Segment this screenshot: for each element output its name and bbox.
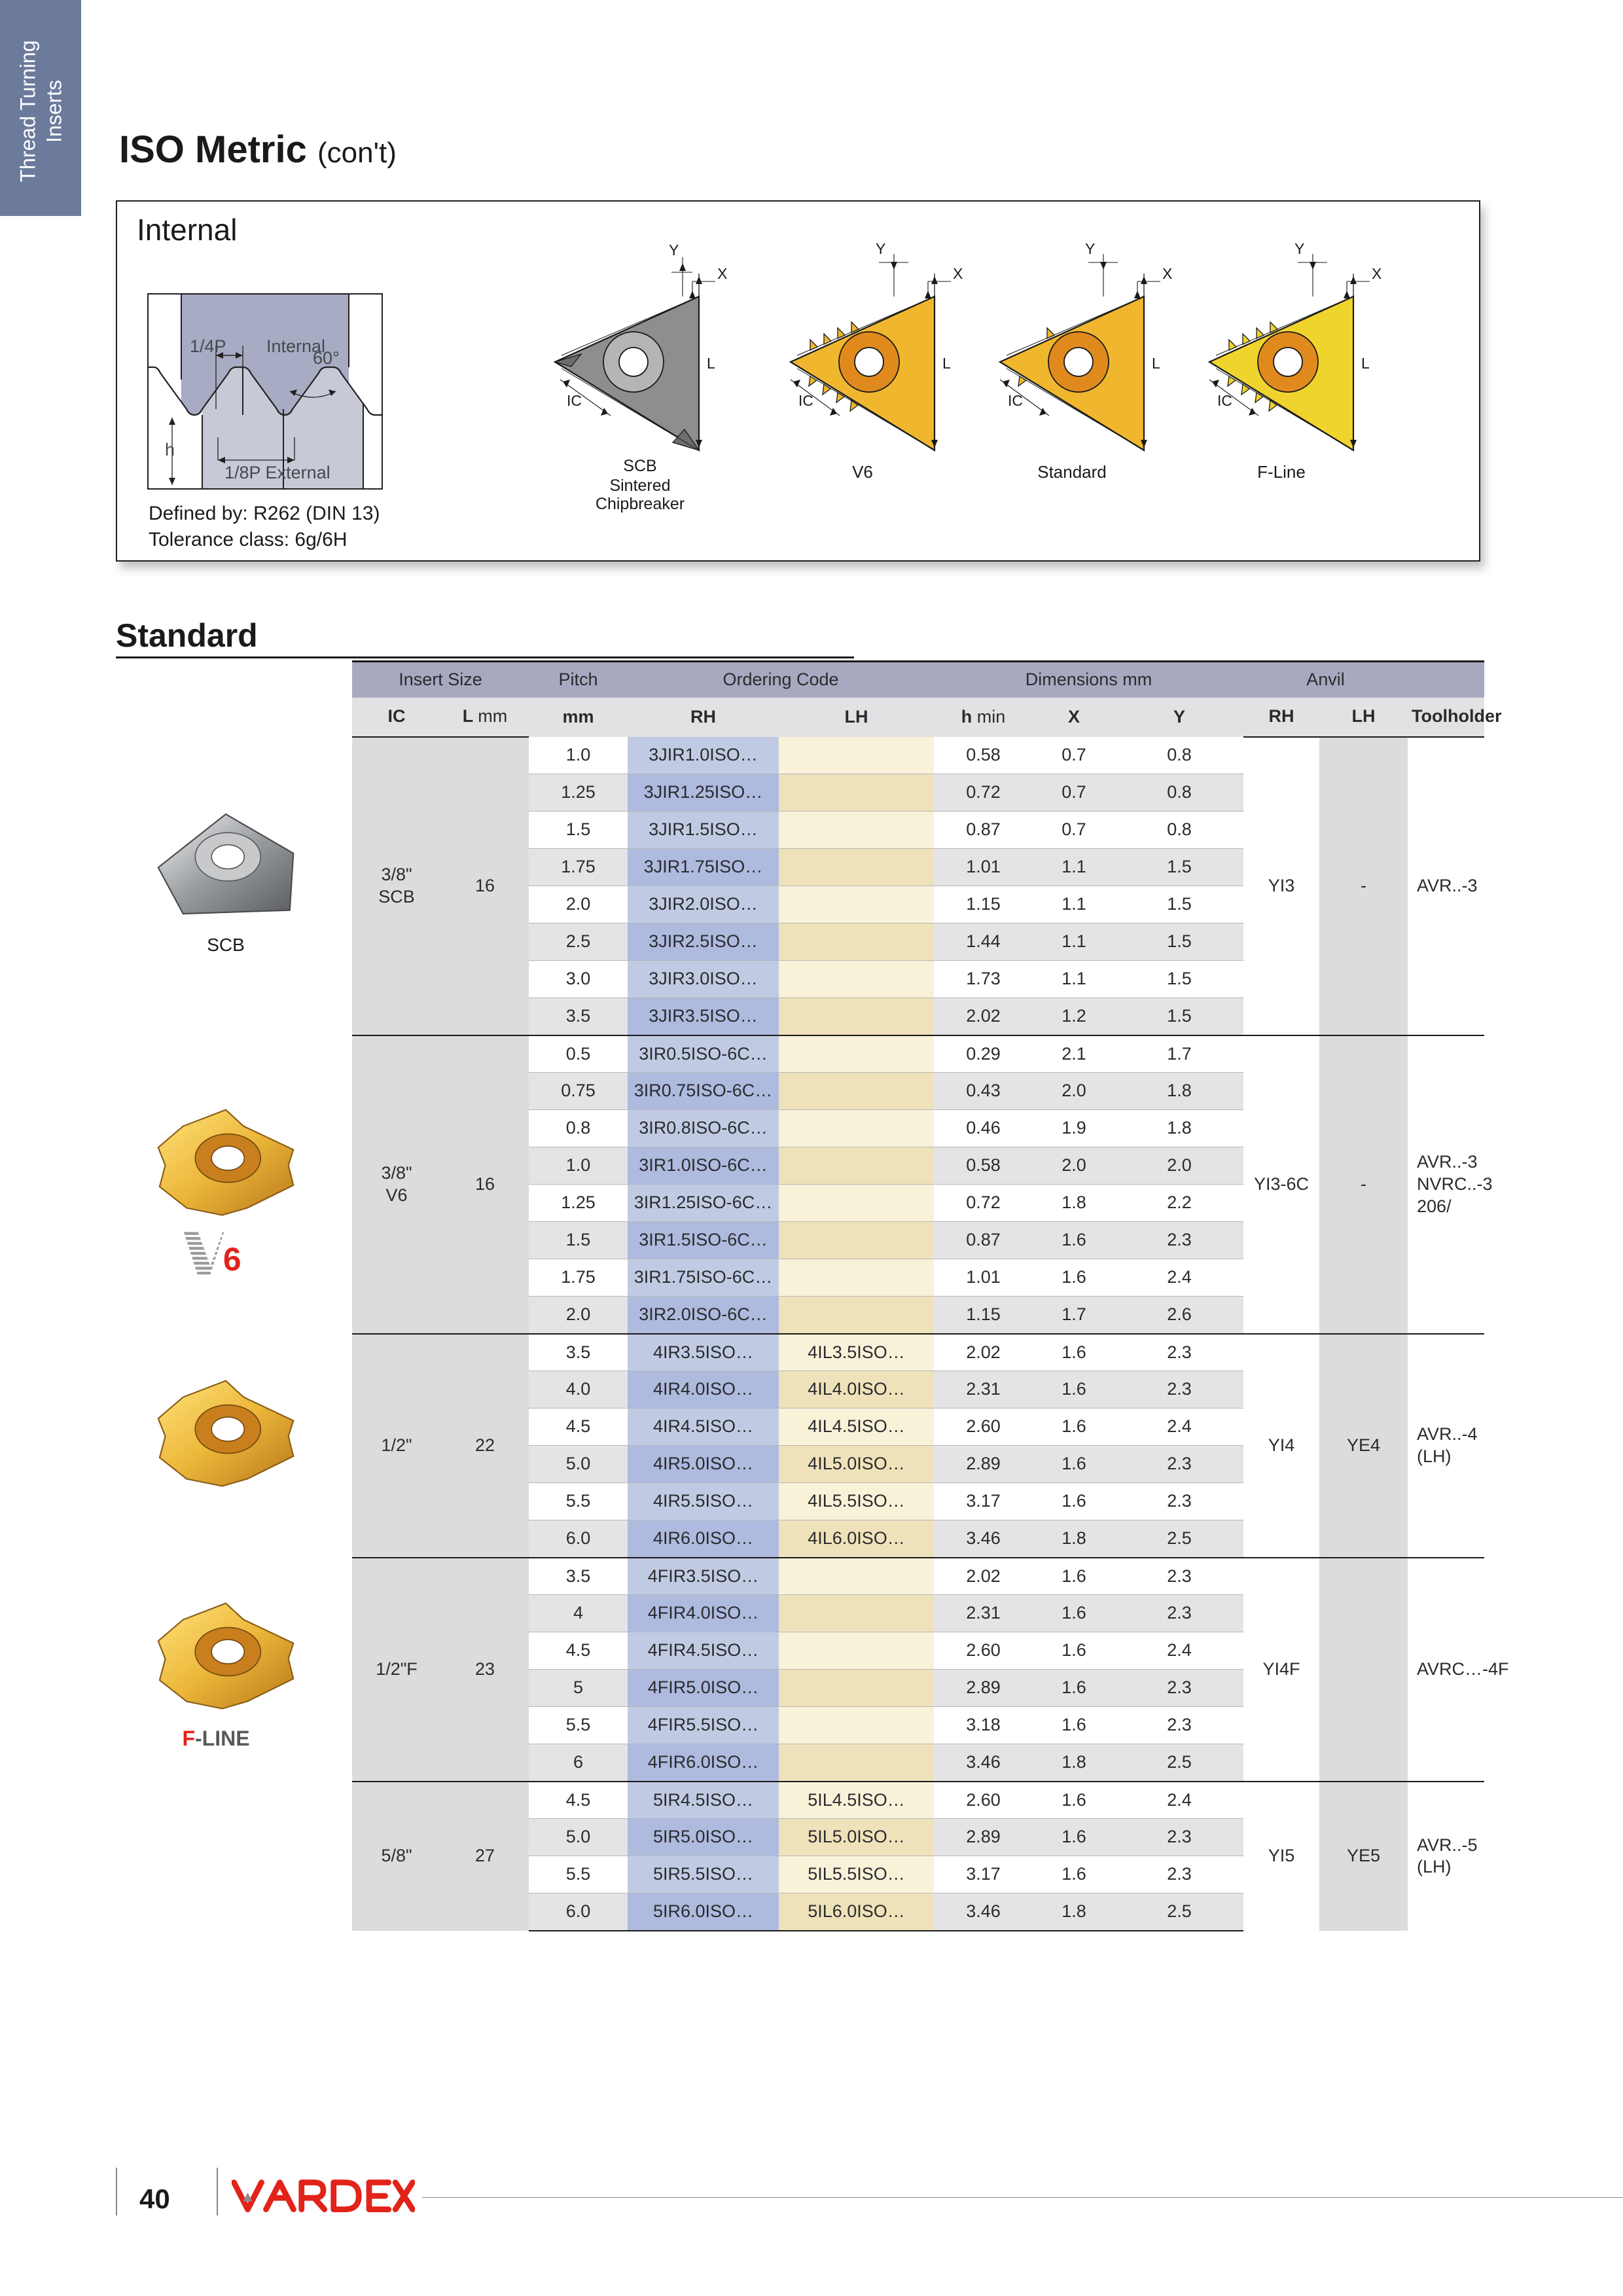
svg-text:Y: Y (876, 240, 885, 257)
svg-text:1/4P: 1/4P (190, 336, 226, 356)
svg-text:IC: IC (798, 392, 813, 409)
svg-text:Standard: Standard (1037, 462, 1107, 482)
svg-text:V6: V6 (852, 462, 873, 482)
svg-text:IC: IC (1008, 392, 1023, 409)
svg-text:SCB: SCB (623, 457, 656, 475)
svg-text:X: X (1372, 265, 1382, 282)
svg-text:Y: Y (1085, 240, 1095, 257)
svg-text:L: L (942, 355, 951, 372)
svg-text:Sintered: Sintered (609, 476, 670, 495)
svg-text:L: L (707, 355, 715, 372)
svg-text:X: X (717, 265, 727, 282)
svg-text:Y: Y (1294, 240, 1304, 257)
svg-text:L: L (1361, 355, 1370, 372)
svg-text:L: L (1152, 355, 1160, 372)
svg-text:X: X (953, 265, 963, 282)
svg-text:X: X (1162, 265, 1172, 282)
svg-text:6: 6 (223, 1241, 241, 1278)
svg-text:IC: IC (1217, 392, 1232, 409)
svg-text:Y: Y (669, 242, 679, 259)
svg-text:F-Line: F-Line (1257, 462, 1306, 482)
svg-text:1/8P External: 1/8P External (224, 463, 330, 482)
svg-text:h: h (165, 440, 175, 459)
svg-text:IC: IC (567, 392, 582, 409)
svg-text:Chipbreaker: Chipbreaker (596, 495, 685, 513)
svg-text:60°: 60° (313, 348, 340, 368)
